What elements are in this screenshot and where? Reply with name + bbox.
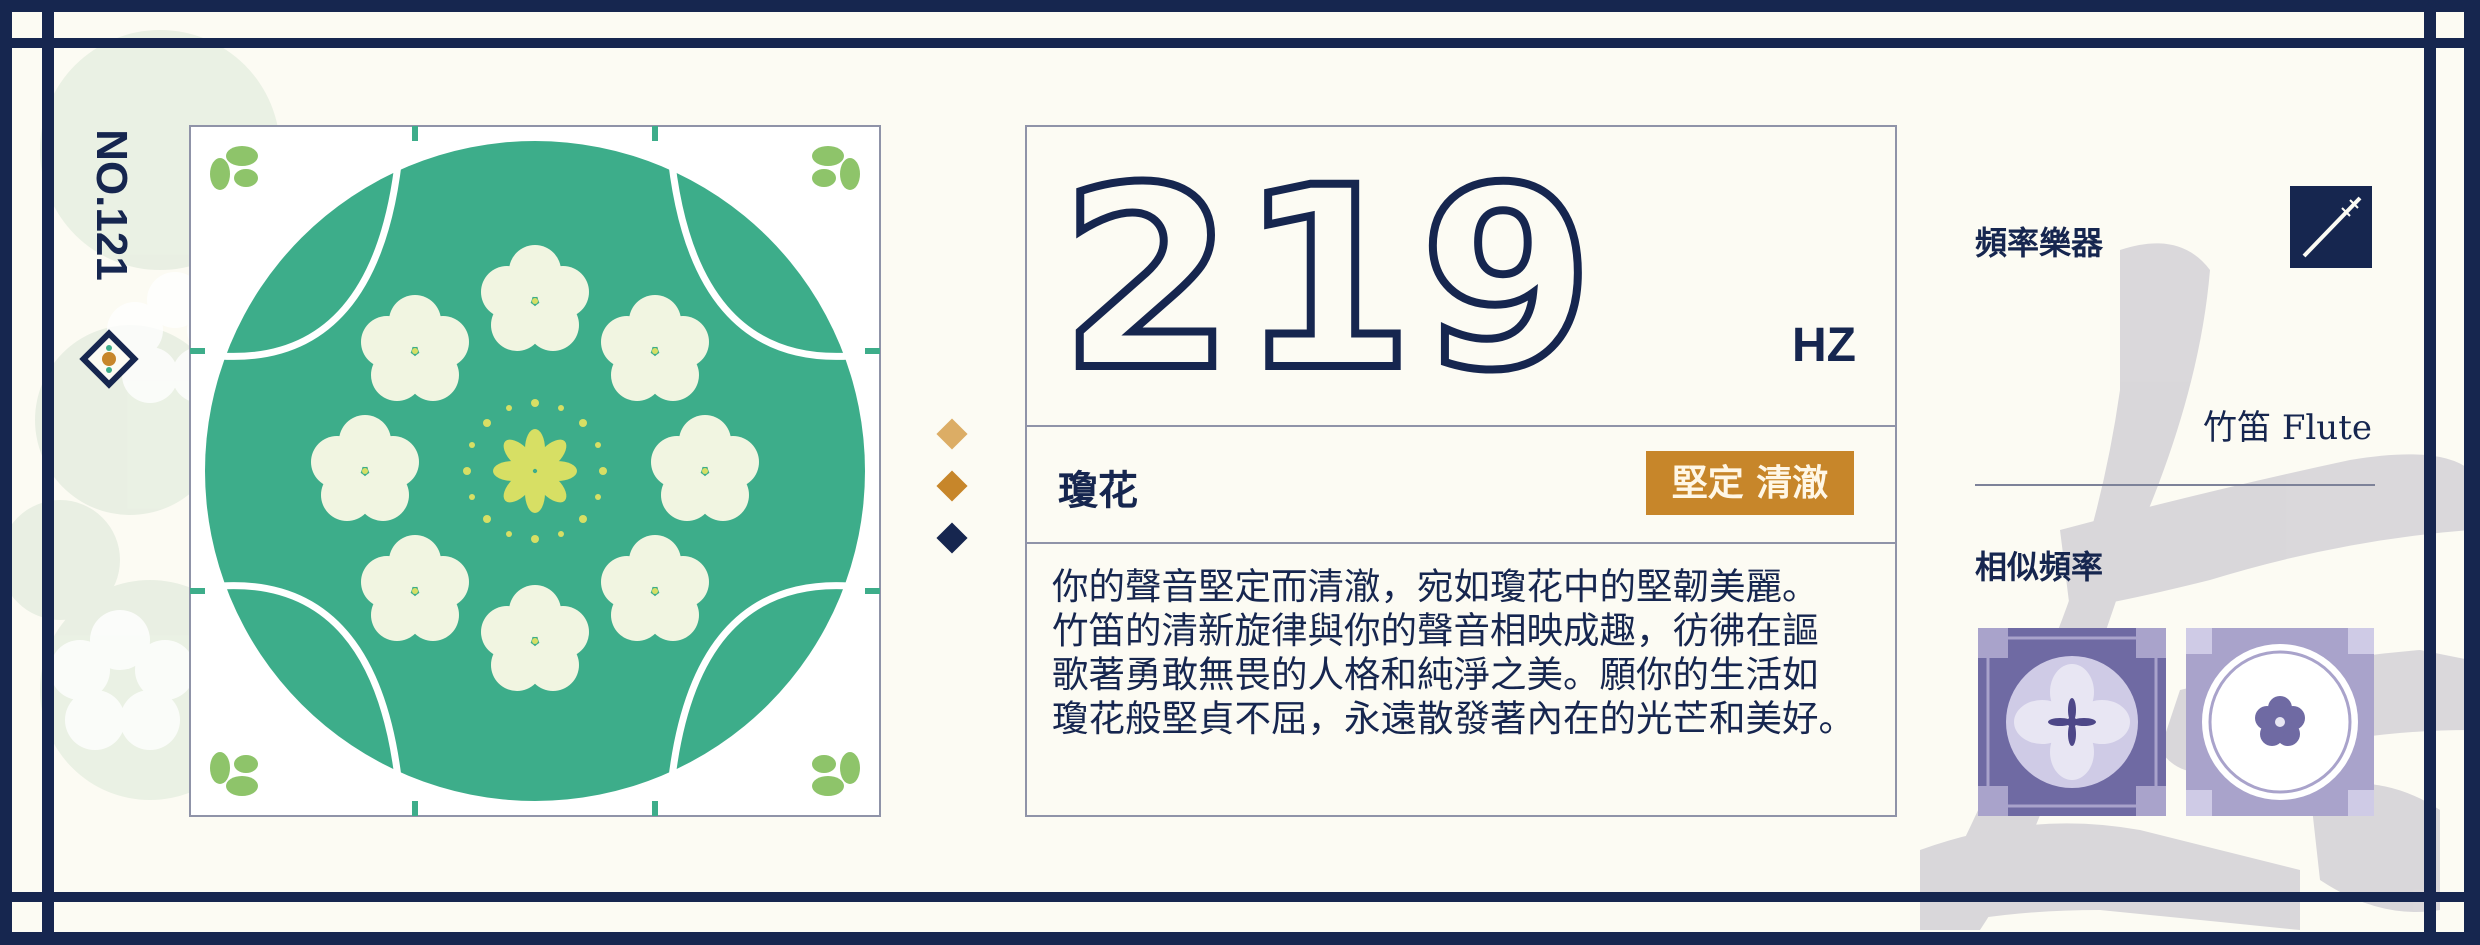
frequency-unit: HZ	[1792, 319, 1856, 372]
frame-bottom-inner	[0, 892, 2480, 902]
panel-divider-1	[1025, 425, 1897, 427]
frame-top-outer	[0, 0, 2480, 12]
flower-description: 你的聲音堅定而清澈，宛如瓊花中的堅韌美麗。 竹笛的清新旋律與你的聲音相映成趣，彷…	[1052, 565, 1882, 741]
flower-name: 瓊花	[1058, 467, 1138, 514]
card-number-text: NO.121	[87, 129, 136, 281]
frame-right-outer	[2464, 0, 2480, 945]
background-flower-pattern	[0, 30, 280, 800]
instrument-label: 頻率樂器	[1975, 224, 2104, 262]
flute-icon	[2290, 186, 2372, 268]
card-number: NO.121	[86, 120, 136, 290]
description-line: 你的聲音堅定而清澈，宛如瓊花中的堅韌美麗。	[1052, 565, 1819, 608]
frequency-panel	[1025, 125, 1897, 817]
similar-frequency-label: 相似頻率	[1975, 548, 2104, 586]
frequency-value: 219	[1056, 134, 1600, 425]
description-line: 竹笛的清新旋律與你的聲音相映成趣，彷彿在謳	[1052, 609, 1819, 652]
frame-right-inner	[2424, 0, 2436, 945]
description-line: 瓊花般堅貞不屈，永遠散發著內在的光芒和美好。	[1052, 697, 1855, 740]
emblem-icon	[79, 329, 139, 389]
similar-pattern-2[interactable]	[2186, 628, 2374, 816]
similar-pattern-1[interactable]	[1978, 628, 2166, 816]
flower-artwork	[190, 126, 880, 816]
frame-bottom-outer	[0, 932, 2480, 945]
instrument-name: 竹笛 Flute	[2203, 408, 2372, 448]
trait-badge: 堅定 清澈	[1646, 451, 1854, 515]
description-line: 歌著勇敢無畏的人格和純淨之美。願你的生活如	[1052, 653, 1819, 696]
diamond-markers	[936, 418, 968, 554]
panel-divider-2	[1025, 542, 1897, 544]
frame-left-outer	[0, 0, 12, 945]
brush-stroke-decoration	[1920, 243, 2470, 931]
frame-left-inner	[42, 0, 54, 945]
right-divider	[1975, 484, 2375, 486]
frame-top-inner	[0, 38, 2480, 48]
